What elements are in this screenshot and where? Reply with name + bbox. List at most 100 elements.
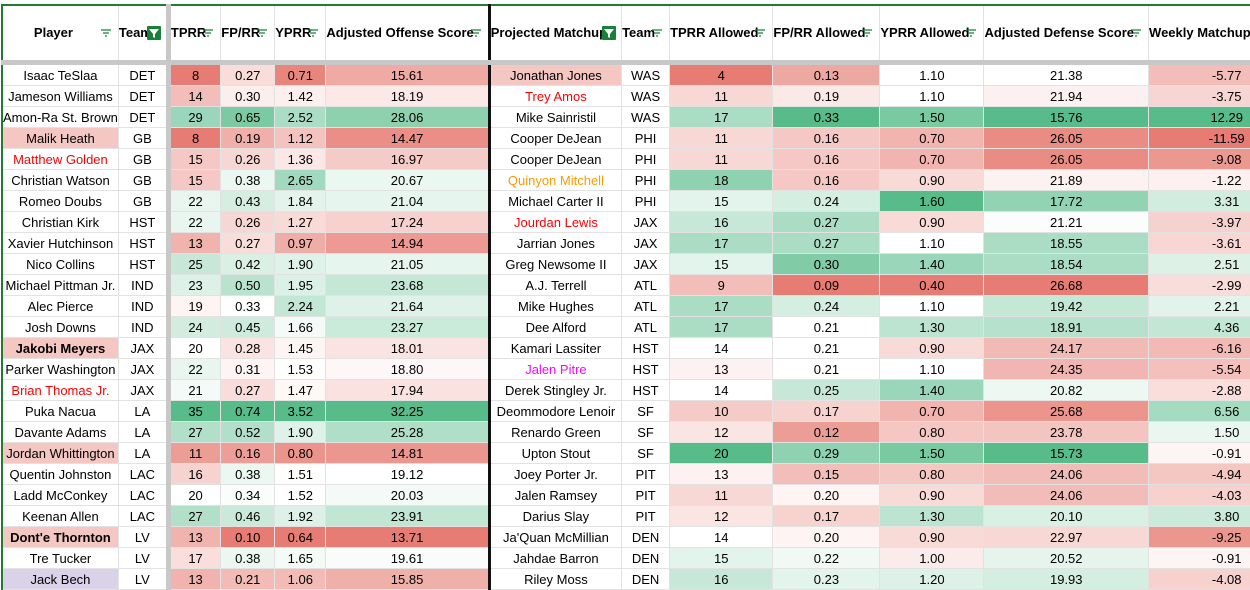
- cell-tprr[interactable]: 16: [165, 463, 222, 485]
- cell-adjusted-defense-score[interactable]: 24.06: [983, 463, 1150, 485]
- cell-fp-rr-allowed[interactable]: 0.15: [772, 463, 881, 485]
- cell-yprr-allowed[interactable]: 1.30: [879, 316, 985, 338]
- cell-tprr-allowed[interactable]: 17: [669, 106, 774, 128]
- cell-projected-matchup[interactable]: Jonathan Jones: [488, 62, 623, 86]
- cell-tprr[interactable]: 11: [165, 442, 222, 464]
- cell-fp-rr-allowed[interactable]: 0.24: [772, 190, 881, 212]
- cell-fp-rr[interactable]: 0.43: [220, 190, 276, 212]
- cell-adjusted-offense-score[interactable]: 20.67: [325, 169, 491, 191]
- cell-weekly-matchup-score[interactable]: -4.94: [1148, 463, 1250, 485]
- cell-projected-matchup[interactable]: Jalen Ramsey: [488, 484, 623, 506]
- cell-matchup-team[interactable]: PIT: [621, 484, 671, 506]
- cell-yprr[interactable]: 0.97: [274, 232, 327, 254]
- cell-tprr-allowed[interactable]: 11: [669, 148, 774, 170]
- cell-weekly-matchup-score[interactable]: -9.08: [1148, 148, 1250, 170]
- cell-tprr[interactable]: 8: [165, 127, 222, 149]
- cell-yprr-allowed[interactable]: 1.50: [879, 442, 985, 464]
- cell-fp-rr[interactable]: 0.74: [220, 400, 276, 422]
- cell-projected-matchup[interactable]: Upton Stout: [488, 442, 623, 464]
- header-yprr[interactable]: YPRR: [274, 4, 327, 65]
- cell-tprr-allowed[interactable]: 14: [669, 526, 774, 548]
- cell-matchup-team[interactable]: HST: [621, 379, 671, 401]
- cell-weekly-matchup-score[interactable]: -3.61: [1148, 232, 1250, 254]
- cell-yprr-allowed[interactable]: 0.80: [879, 463, 985, 485]
- header-fp-rr-allowed[interactable]: FP/RR Allowed: [772, 4, 881, 65]
- cell-team[interactable]: DET: [117, 106, 169, 128]
- cell-projected-matchup[interactable]: Jarrian Jones: [488, 232, 623, 254]
- filter-icon[interactable]: [255, 26, 269, 40]
- cell-yprr-allowed[interactable]: 0.90: [879, 337, 985, 359]
- cell-matchup-team[interactable]: SF: [621, 400, 671, 422]
- cell-matchup-team[interactable]: ATL: [621, 295, 671, 317]
- cell-tprr-allowed[interactable]: 12: [669, 421, 774, 443]
- cell-yprr[interactable]: 2.24: [274, 295, 327, 317]
- cell-fp-rr[interactable]: 0.26: [220, 148, 276, 170]
- cell-fp-rr[interactable]: 0.31: [220, 358, 276, 380]
- header-adjusted-defense-score[interactable]: Adjusted Defense Score: [983, 4, 1150, 65]
- cell-yprr-allowed[interactable]: 1.10: [879, 232, 985, 254]
- cell-team[interactable]: GB: [117, 127, 169, 149]
- cell-yprr[interactable]: 1.52: [274, 484, 327, 506]
- cell-adjusted-offense-score[interactable]: 23.68: [325, 274, 491, 296]
- cell-adjusted-defense-score[interactable]: 25.68: [983, 400, 1150, 422]
- cell-matchup-team[interactable]: JAX: [621, 211, 671, 233]
- cell-tprr[interactable]: 14: [165, 85, 222, 107]
- cell-weekly-matchup-score[interactable]: 2.21: [1148, 295, 1250, 317]
- cell-fp-rr-allowed[interactable]: 0.30: [772, 253, 881, 275]
- cell-adjusted-offense-score[interactable]: 32.25: [325, 400, 491, 422]
- cell-tprr-allowed[interactable]: 18: [669, 169, 774, 191]
- header-matchup-team[interactable]: Team: [621, 4, 671, 65]
- cell-adjusted-offense-score[interactable]: 18.80: [325, 358, 491, 380]
- cell-fp-rr[interactable]: 0.27: [220, 379, 276, 401]
- cell-player[interactable]: Matthew Golden: [0, 148, 119, 170]
- header-team[interactable]: Team: [117, 4, 169, 65]
- cell-adjusted-offense-score[interactable]: 19.12: [325, 463, 491, 485]
- cell-weekly-matchup-score[interactable]: -4.03: [1148, 484, 1250, 506]
- cell-fp-rr[interactable]: 0.38: [220, 547, 276, 569]
- cell-projected-matchup[interactable]: Dee Alford: [488, 316, 623, 338]
- cell-projected-matchup[interactable]: Mike Hughes: [488, 295, 623, 317]
- cell-tprr-allowed[interactable]: 17: [669, 295, 774, 317]
- cell-adjusted-defense-score[interactable]: 24.35: [983, 358, 1150, 380]
- cell-fp-rr-allowed[interactable]: 0.21: [772, 337, 881, 359]
- cell-matchup-team[interactable]: PIT: [621, 505, 671, 527]
- cell-weekly-matchup-score[interactable]: -2.88: [1148, 379, 1250, 401]
- cell-adjusted-defense-score[interactable]: 21.38: [983, 62, 1150, 86]
- cell-team[interactable]: LAC: [117, 484, 169, 506]
- cell-fp-rr-allowed[interactable]: 0.24: [772, 295, 881, 317]
- cell-team[interactable]: LA: [117, 442, 169, 464]
- cell-matchup-team[interactable]: DEN: [621, 547, 671, 569]
- cell-team[interactable]: LA: [117, 400, 169, 422]
- cell-adjusted-defense-score[interactable]: 15.76: [983, 106, 1150, 128]
- cell-matchup-team[interactable]: PHI: [621, 148, 671, 170]
- cell-tprr[interactable]: 23: [165, 274, 222, 296]
- cell-adjusted-defense-score[interactable]: 20.52: [983, 547, 1150, 569]
- cell-adjusted-defense-score[interactable]: 26.05: [983, 127, 1150, 149]
- cell-adjusted-offense-score[interactable]: 14.81: [325, 442, 491, 464]
- cell-projected-matchup[interactable]: A.J. Terrell: [488, 274, 623, 296]
- cell-player[interactable]: Romeo Doubs: [0, 190, 119, 212]
- cell-tprr-allowed[interactable]: 11: [669, 484, 774, 506]
- cell-player[interactable]: Christian Kirk: [0, 211, 119, 233]
- cell-weekly-matchup-score[interactable]: -1.22: [1148, 169, 1250, 191]
- cell-fp-rr-allowed[interactable]: 0.16: [772, 148, 881, 170]
- cell-matchup-team[interactable]: WAS: [621, 85, 671, 107]
- cell-adjusted-offense-score[interactable]: 28.06: [325, 106, 491, 128]
- cell-yprr-allowed[interactable]: 1.10: [879, 62, 985, 86]
- cell-tprr[interactable]: 15: [165, 148, 222, 170]
- cell-fp-rr-allowed[interactable]: 0.21: [772, 358, 881, 380]
- cell-player[interactable]: Jack Bech: [0, 568, 119, 590]
- cell-tprr[interactable]: 19: [165, 295, 222, 317]
- cell-adjusted-defense-score[interactable]: 15.73: [983, 442, 1150, 464]
- cell-yprr[interactable]: 1.45: [274, 337, 327, 359]
- header-projected-matchup[interactable]: Projected Matchup: [488, 4, 623, 65]
- cell-team[interactable]: LV: [117, 568, 169, 590]
- cell-adjusted-offense-score[interactable]: 18.01: [325, 337, 491, 359]
- cell-weekly-matchup-score[interactable]: -0.91: [1148, 442, 1250, 464]
- cell-matchup-team[interactable]: JAX: [621, 253, 671, 275]
- cell-yprr[interactable]: 1.95: [274, 274, 327, 296]
- cell-fp-rr-allowed[interactable]: 0.25: [772, 379, 881, 401]
- cell-tprr-allowed[interactable]: 4: [669, 62, 774, 86]
- cell-tprr[interactable]: 22: [165, 211, 222, 233]
- cell-team[interactable]: HST: [117, 211, 169, 233]
